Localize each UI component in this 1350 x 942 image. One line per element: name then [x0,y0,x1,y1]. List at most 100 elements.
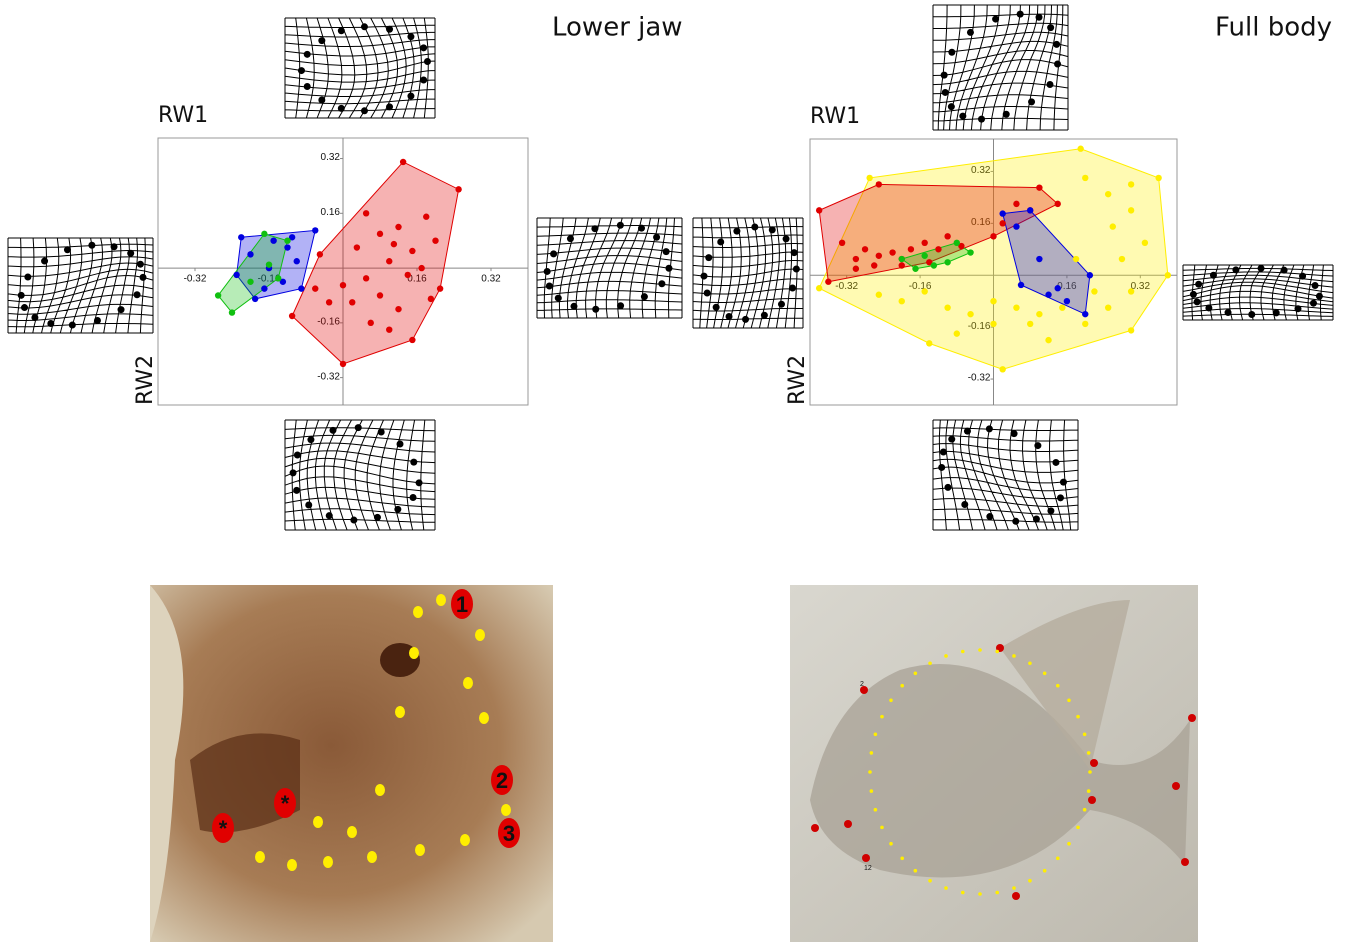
landmark [407,33,415,41]
landmark [1195,280,1203,288]
landmark [386,103,394,111]
point [1045,291,1052,298]
landmark [1047,507,1055,515]
landmark [782,235,790,243]
landmark [1294,305,1302,313]
point [1013,200,1020,208]
point [990,233,997,240]
point [1017,281,1025,289]
point [376,230,384,238]
semilandmark [944,886,948,890]
hull [236,229,316,300]
landmark [1090,759,1098,767]
landmark [386,25,394,33]
semilandmark [1028,878,1032,883]
landmark [479,712,489,724]
point [349,299,356,306]
landmark [475,629,485,641]
point [1054,200,1061,208]
landmark [1272,309,1280,317]
x-tick-label: 0.16 [1057,281,1077,292]
landmark [17,291,25,299]
point [339,360,347,368]
point [990,297,997,305]
semilandmark [1088,770,1092,774]
semilandmark [889,841,893,846]
point [228,309,236,316]
semilandmark [1067,841,1071,846]
semilandmark [1086,751,1091,755]
point [999,210,1006,217]
landmark [325,512,333,520]
landmark [1032,515,1040,523]
semilandmark [873,807,878,812]
chart-title: Lower jaw [552,13,683,43]
point [898,297,905,305]
landmark [947,103,955,111]
landmark [136,260,144,268]
landmark-label: * [219,816,228,841]
point [944,233,951,240]
point [1045,336,1052,344]
landmark [700,272,708,280]
point [432,237,439,244]
point [958,242,965,250]
landmark [396,440,404,448]
landmark [501,804,511,816]
landmark [1028,98,1036,106]
landmark [591,225,599,233]
point [1036,184,1043,191]
point [247,278,254,285]
semilandmark [1076,825,1080,830]
landmark [318,37,326,45]
landmark [47,320,55,328]
point [418,264,425,272]
landmark [1309,299,1317,307]
landmark [733,227,741,235]
semilandmark [1028,661,1032,666]
landmark [289,469,297,477]
point [815,207,823,214]
point [921,239,928,247]
landmark [570,302,578,310]
point [990,320,997,328]
point [967,249,974,256]
landmark [305,501,313,509]
point [875,252,883,259]
point [898,255,905,263]
point [298,285,305,292]
landmark-label: 3 [503,821,515,846]
hull [1002,209,1091,315]
hull [291,161,460,365]
y-tick-label: -0.16 [317,316,340,327]
point [455,186,462,193]
point [265,261,273,268]
x-tick-label: -0.16 [258,274,281,285]
landmark [725,312,733,320]
point [247,251,254,258]
landmark [963,427,971,435]
grid [284,17,436,119]
point [238,234,245,241]
landmark [423,57,431,65]
landmark-label: 12 [864,865,872,872]
landmark [63,246,71,254]
landmark [978,115,986,123]
landmark [790,249,798,257]
point [1013,304,1020,311]
landmark [318,96,326,104]
landmark [959,112,967,120]
point [1109,223,1116,230]
landmark [1209,271,1217,279]
landmark [948,435,956,443]
semilandmark [900,683,905,688]
point [386,258,393,265]
landmark [24,273,32,281]
landmark [436,594,446,606]
landmark [860,686,868,694]
landmark [360,23,368,31]
point [251,295,259,303]
landmark [1059,478,1067,486]
landmark-marker [498,818,520,848]
semilandmark [869,751,874,755]
